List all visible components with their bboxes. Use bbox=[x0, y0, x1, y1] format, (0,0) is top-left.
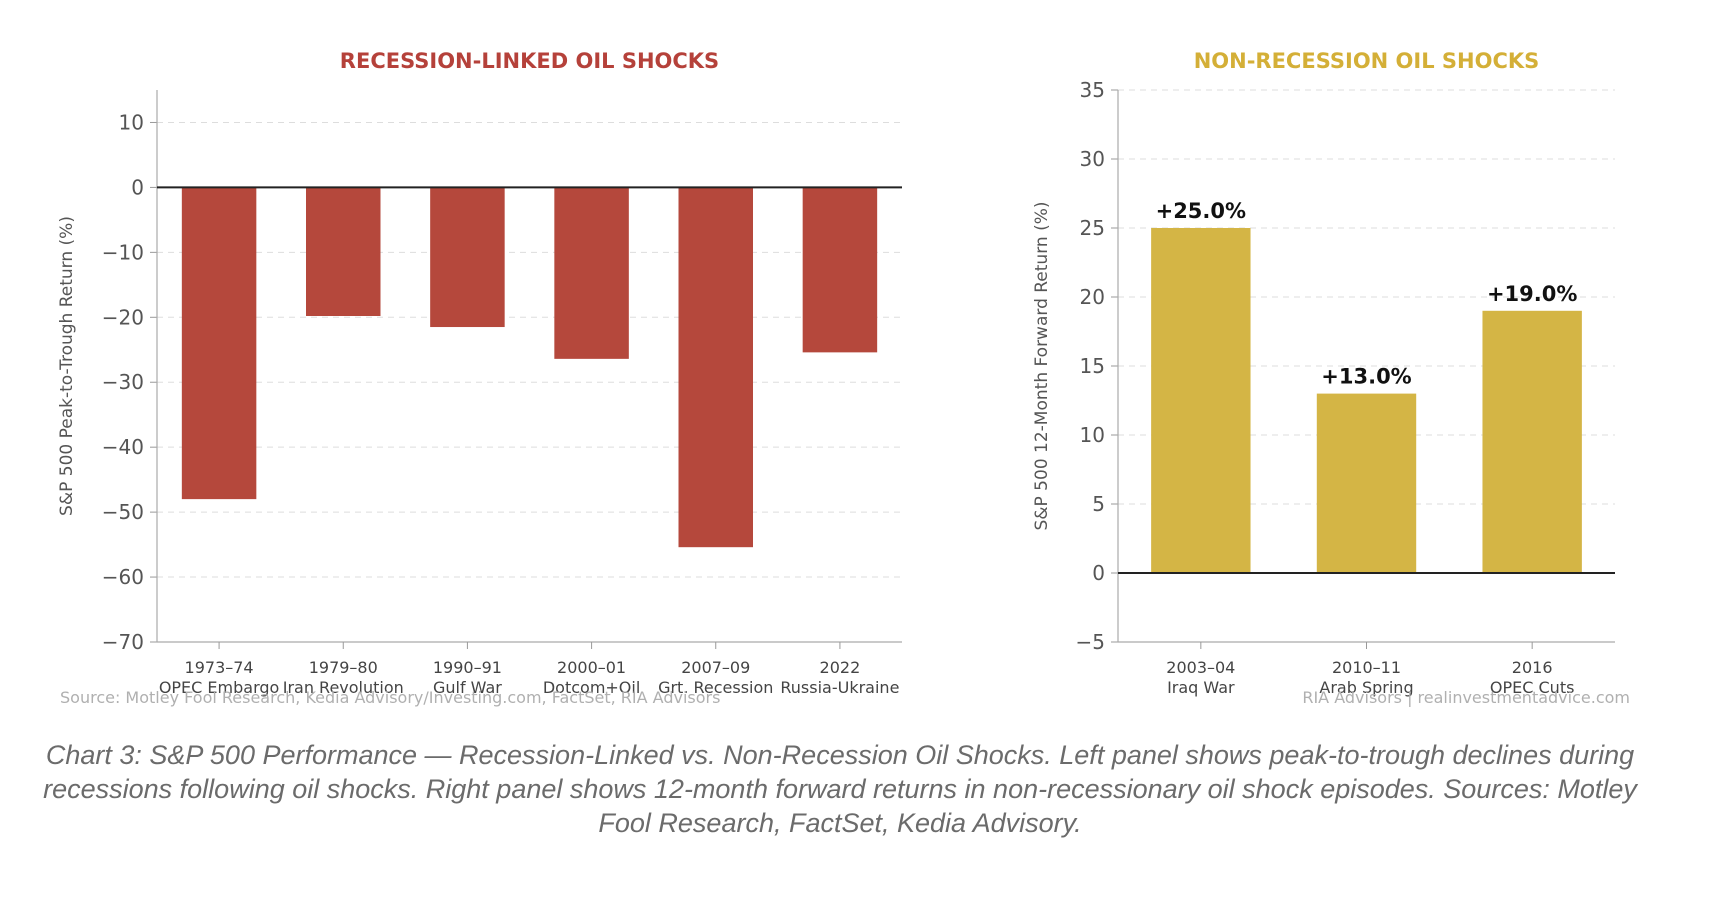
y-tick-label: 10 bbox=[119, 110, 144, 134]
x-tick-label: 2000–01 bbox=[557, 658, 626, 677]
y-tick-label: 5 bbox=[1092, 492, 1105, 516]
y-tick-label: −5 bbox=[1076, 630, 1105, 654]
bar bbox=[430, 187, 505, 328]
source-note: Source: Motley Fool Research, Kedia Advi… bbox=[60, 688, 720, 707]
y-tick-label: 15 bbox=[1080, 354, 1105, 378]
bar bbox=[1151, 228, 1251, 573]
x-tick-label: Dotcom+Oil bbox=[543, 678, 640, 697]
x-tick-label: 2003–04 bbox=[1166, 658, 1235, 677]
x-tick-label: Iran Revolution bbox=[283, 678, 404, 697]
bar bbox=[678, 187, 753, 548]
data-label: +13.0% bbox=[1321, 365, 1411, 389]
y-tick-label: 20 bbox=[1080, 285, 1105, 309]
bar bbox=[306, 187, 381, 316]
x-tick-label: OPEC Cuts bbox=[1490, 678, 1575, 697]
x-tick-label: 2007–09 bbox=[681, 658, 750, 677]
x-tick-label: 2022 bbox=[820, 658, 861, 677]
chart-title: NON-RECESSION OIL SHOCKS bbox=[1194, 49, 1540, 73]
y-axis-label: S&P 500 12-Month Forward Return (%) bbox=[1032, 201, 1052, 530]
bar bbox=[181, 187, 257, 500]
y-axis-label: S&P 500 Peak-to-Trough Return (%) bbox=[57, 216, 77, 516]
y-tick-label: −30 bbox=[102, 370, 144, 394]
x-tick-label: 1973–74 bbox=[185, 658, 254, 677]
x-tick-label: Russia-Ukraine bbox=[780, 678, 899, 697]
data-label: +19.0% bbox=[1487, 282, 1577, 306]
x-tick-label: 1979–80 bbox=[309, 658, 378, 677]
y-tick-label: 0 bbox=[131, 175, 144, 199]
figure-caption: Chart 3: S&P 500 Performance — Recession… bbox=[43, 740, 1637, 838]
x-tick-label: Iraq War bbox=[1167, 678, 1235, 697]
y-tick-label: −40 bbox=[102, 435, 144, 459]
chart-title: RECESSION-LINKED OIL SHOCKS bbox=[340, 49, 719, 73]
source-note: RIA Advisors | realinvestmentadvice.com bbox=[1302, 688, 1630, 707]
y-tick-label: −50 bbox=[102, 500, 144, 524]
bar bbox=[1482, 310, 1582, 573]
y-tick-label: 0 bbox=[1092, 561, 1105, 585]
x-tick-label: Gulf War bbox=[433, 678, 502, 697]
y-tick-label: −60 bbox=[102, 565, 144, 589]
data-label: +25.0% bbox=[1156, 199, 1246, 223]
bar bbox=[802, 187, 878, 353]
y-tick-label: −70 bbox=[102, 630, 144, 654]
bar bbox=[1316, 393, 1417, 573]
y-tick-label: 10 bbox=[1080, 423, 1105, 447]
x-tick-label: Arab Spring bbox=[1319, 678, 1413, 697]
x-tick-label: Grt. Recession bbox=[658, 678, 773, 697]
x-tick-label: 1990–91 bbox=[433, 658, 502, 677]
y-tick-label: 30 bbox=[1080, 147, 1105, 171]
y-tick-label: 35 bbox=[1080, 78, 1105, 102]
x-tick-label: 2016 bbox=[1512, 658, 1553, 677]
y-tick-label: −20 bbox=[102, 305, 144, 329]
y-tick-label: 25 bbox=[1080, 216, 1105, 240]
bar bbox=[554, 187, 629, 359]
y-tick-label: −10 bbox=[102, 240, 144, 264]
x-tick-label: OPEC Embargo bbox=[159, 678, 280, 697]
x-tick-label: 2010–11 bbox=[1332, 658, 1401, 677]
